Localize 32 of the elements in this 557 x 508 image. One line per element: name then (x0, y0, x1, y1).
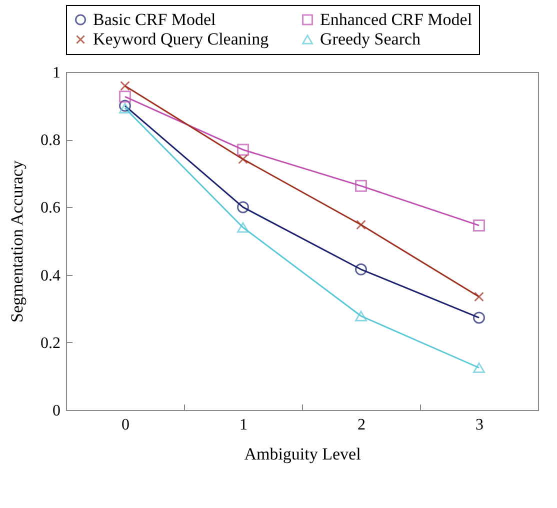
point (119, 100, 131, 112)
point (474, 292, 484, 302)
y-axis-title: Segmentation Accuracy (8, 160, 26, 322)
x-tick-label: 0 (122, 416, 130, 434)
point (238, 154, 248, 164)
x-axis-title: Ambiguity Level (244, 444, 362, 464)
point (237, 201, 249, 214)
point (473, 312, 485, 324)
x-tick-label: 3 (476, 416, 484, 434)
y-tick-label: 0.4 (40, 267, 60, 284)
y-tick-label: 1 (52, 64, 60, 82)
y-tick-label: 0.6 (40, 200, 60, 217)
legend-label: Enhanced CRF Model (320, 10, 472, 29)
point (355, 310, 367, 322)
point (237, 144, 249, 156)
point (120, 80, 130, 91)
legend-label: Basic CRF Model (93, 10, 216, 29)
legend-label: Keyword Query Cleaning (93, 30, 270, 48)
y-tick-label: 0.2 (40, 334, 60, 352)
legend-label: Greedy Search (320, 30, 422, 48)
y-tick-label: 0.8 (40, 132, 60, 150)
point (356, 220, 366, 230)
y-tick-label: 0 (52, 402, 60, 420)
point (355, 180, 367, 192)
point (473, 219, 485, 232)
point (119, 90, 131, 103)
point (473, 362, 485, 374)
x-tick-label: 2 (358, 416, 366, 434)
point (119, 102, 131, 114)
point (355, 263, 367, 276)
point (237, 222, 249, 233)
x-tick-label: 1 (240, 416, 248, 434)
